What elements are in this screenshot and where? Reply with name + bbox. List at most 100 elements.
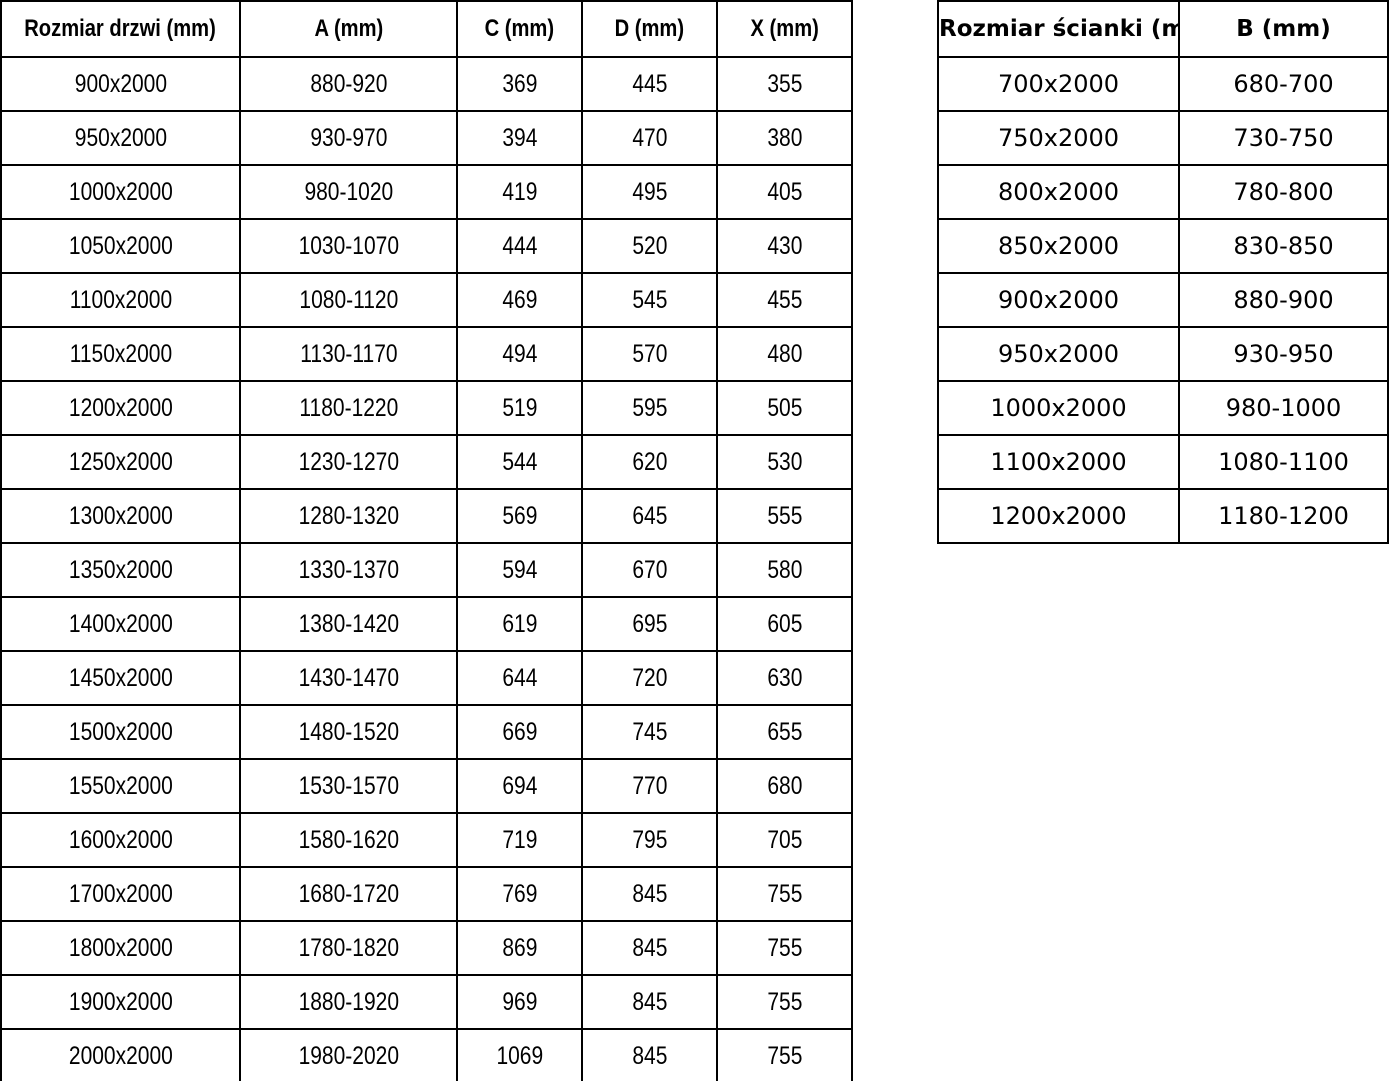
table-cell-value: 1180-1220 — [299, 393, 398, 422]
table-cell-value: 1030-1070 — [298, 231, 399, 260]
table-cell-value: 950x2000 — [74, 123, 167, 152]
table-cell: 680-700 — [1178, 56, 1389, 112]
table-cell: 719 — [456, 812, 583, 868]
table-cell-value: 544 — [501, 447, 538, 476]
column-header-label: C (mm) — [484, 15, 555, 42]
table-cell-value: 405 — [766, 177, 803, 206]
table-cell: 755 — [716, 974, 853, 1030]
table-cell: 369 — [456, 56, 583, 112]
table-cell-value: 755 — [766, 1041, 803, 1070]
table-cell: 880-920 — [239, 56, 458, 112]
table-cell-value: 605 — [766, 609, 803, 638]
table-row: 800x2000 780-800 — [937, 164, 1389, 220]
table-cell: 795 — [581, 812, 718, 868]
table-cell-value: 719 — [501, 825, 538, 854]
table-cell-value: 495 — [631, 177, 668, 206]
table-cell: 1330-1370 — [239, 542, 458, 598]
table-cell: 1350x2000 — [0, 542, 241, 598]
table-cell: 630 — [716, 650, 853, 706]
table-row: 1200x2000 1180-1220 519 595 505 — [0, 380, 853, 436]
table-cell-value: 455 — [766, 285, 803, 314]
table-cell-value: 1800x2000 — [68, 933, 173, 962]
table-cell: 530 — [716, 434, 853, 490]
table-cell-value: 930-970 — [309, 123, 388, 152]
table-cell: 480 — [716, 326, 853, 382]
table-cell-value: 880-900 — [1233, 286, 1334, 314]
table-cell-value: 530 — [766, 447, 803, 476]
table-cell: 1880-1920 — [239, 974, 458, 1030]
table-cell: 930-970 — [239, 110, 458, 166]
table-cell: 705 — [716, 812, 853, 868]
table-cell: 730-750 — [1178, 110, 1389, 166]
table-cell: 1150x2000 — [0, 326, 241, 382]
table-cell-value: 1050x2000 — [68, 231, 173, 260]
table-cell: 1180-1200 — [1178, 488, 1389, 544]
table-cell-value: 869 — [501, 933, 538, 962]
table-cell-value: 1430-1470 — [298, 663, 399, 692]
table-cell-value: 1000x2000 — [990, 394, 1127, 422]
wall-dimensions-table: Rozmiar ścianki (mm) B (mm) 700x2000 680-70… — [937, 0, 1389, 544]
table-cell-value: 705 — [766, 825, 803, 854]
table-cell: 494 — [456, 326, 583, 382]
table-cell: 430 — [716, 218, 853, 274]
table-cell: 755 — [716, 920, 853, 976]
table-row: 1300x2000 1280-1320 569 645 555 — [0, 488, 853, 544]
table-cell: 780-800 — [1178, 164, 1389, 220]
table-cell: 1500x2000 — [0, 704, 241, 760]
table-row: 1100x2000 1080-1100 — [937, 434, 1389, 490]
table-cell-value: 930-950 — [1233, 340, 1334, 368]
table-cell-value: 755 — [766, 879, 803, 908]
table-cell: 470 — [581, 110, 718, 166]
table-cell-value: 580 — [766, 555, 803, 584]
column-header: B (mm) — [1178, 0, 1389, 58]
column-header: Rozmiar ścianki (mm) — [937, 0, 1180, 58]
table-row: 900x2000 880-900 — [937, 272, 1389, 328]
table-row: 2000x2000 1980-2020 1069 845 755 — [0, 1028, 853, 1081]
table-cell-value: 1280-1320 — [298, 501, 399, 530]
table-cell: 619 — [456, 596, 583, 652]
table-cell: 845 — [581, 974, 718, 1030]
table-cell-value: 745 — [631, 717, 668, 746]
table-cell: 700x2000 — [937, 56, 1180, 112]
table-cell: 750x2000 — [937, 110, 1180, 166]
table-cell: 950x2000 — [937, 326, 1180, 382]
table-cell: 900x2000 — [937, 272, 1180, 328]
table-cell-value: 680 — [766, 771, 803, 800]
column-header-label: Rozmiar drzwi (mm) — [24, 15, 217, 42]
table-cell: 569 — [456, 488, 583, 544]
table-cell: 1200x2000 — [937, 488, 1180, 544]
table-row: 700x2000 680-700 — [937, 56, 1389, 112]
column-header-label: X (mm) — [750, 15, 819, 42]
table-cell-value: 1550x2000 — [68, 771, 173, 800]
table-cell: 1280-1320 — [239, 488, 458, 544]
table-cell-value: 845 — [631, 879, 668, 908]
table-cell-value: 1880-1920 — [298, 987, 399, 1016]
table-cell-value: 1700x2000 — [68, 879, 173, 908]
table-cell: 720 — [581, 650, 718, 706]
table-cell: 594 — [456, 542, 583, 598]
table-cell: 1300x2000 — [0, 488, 241, 544]
table-cell-value: 1330-1370 — [298, 555, 399, 584]
table-cell: 1069 — [456, 1028, 583, 1081]
table-cell-value: 695 — [631, 609, 668, 638]
table-cell-value: 1380-1420 — [298, 609, 399, 638]
table-row: 1100x2000 1080-1120 469 545 455 — [0, 272, 853, 328]
table-cell-value: 519 — [501, 393, 538, 422]
table-cell: 694 — [456, 758, 583, 814]
table-cell: 769 — [456, 866, 583, 922]
table-cell-value: 430 — [766, 231, 803, 260]
table-cell: 669 — [456, 704, 583, 760]
table-cell-value: 1500x2000 — [68, 717, 173, 746]
table-cell-value: 619 — [501, 609, 538, 638]
table-cell: 1200x2000 — [0, 380, 241, 436]
table-row: 900x2000 880-920 369 445 355 — [0, 56, 853, 112]
table-cell-value: 845 — [631, 933, 668, 962]
table-cell: 495 — [581, 164, 718, 220]
table-cell-value: 380 — [766, 123, 803, 152]
table-cell-value: 444 — [501, 231, 538, 260]
table-cell-value: 845 — [631, 987, 668, 1016]
table-cell: 580 — [716, 542, 853, 598]
table-row: 1550x2000 1530-1570 694 770 680 — [0, 758, 853, 814]
header-row: Rozmiar ścianki (mm) B (mm) — [937, 0, 1389, 58]
